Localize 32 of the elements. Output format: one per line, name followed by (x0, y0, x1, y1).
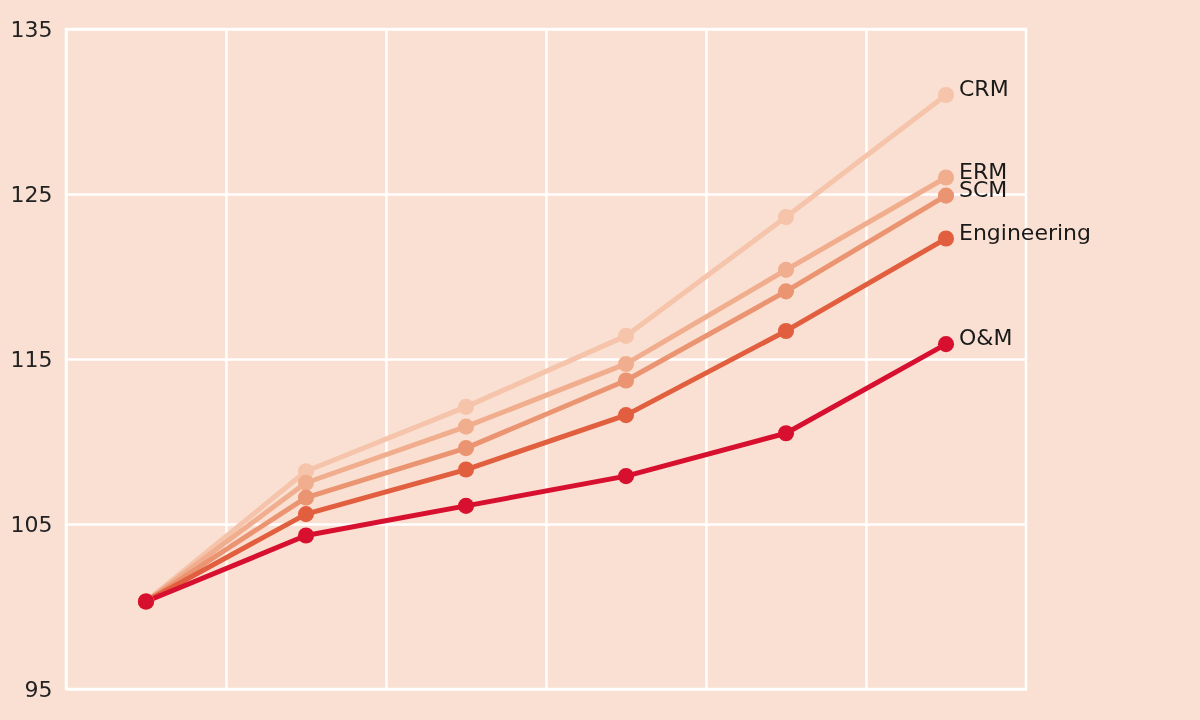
y-tick-label: 125 (10, 181, 53, 207)
point (937, 86, 955, 104)
point (777, 425, 795, 442)
point (617, 372, 635, 389)
series-label: CRM (959, 76, 1009, 101)
point (937, 230, 955, 247)
point (937, 336, 955, 353)
point (777, 283, 795, 300)
point (617, 407, 635, 424)
point (777, 322, 795, 339)
point (297, 489, 315, 506)
point (937, 169, 955, 186)
y-tick-label: 115 (10, 346, 53, 372)
series-label: O&M (959, 325, 1013, 351)
point (457, 461, 475, 478)
point (457, 440, 475, 457)
point (617, 468, 635, 485)
y-tick-label: 95 (24, 676, 53, 702)
point (777, 209, 795, 226)
point (617, 327, 635, 344)
point (297, 527, 315, 544)
point (777, 261, 795, 278)
series-label: Engineering (959, 219, 1091, 245)
y-tick-label: 135 (10, 16, 53, 42)
point (937, 187, 955, 204)
point (457, 418, 475, 435)
point (457, 398, 475, 415)
point (297, 506, 315, 523)
point (617, 355, 635, 372)
point (297, 474, 315, 491)
point (457, 497, 475, 514)
y-tick-label: 105 (10, 511, 53, 537)
